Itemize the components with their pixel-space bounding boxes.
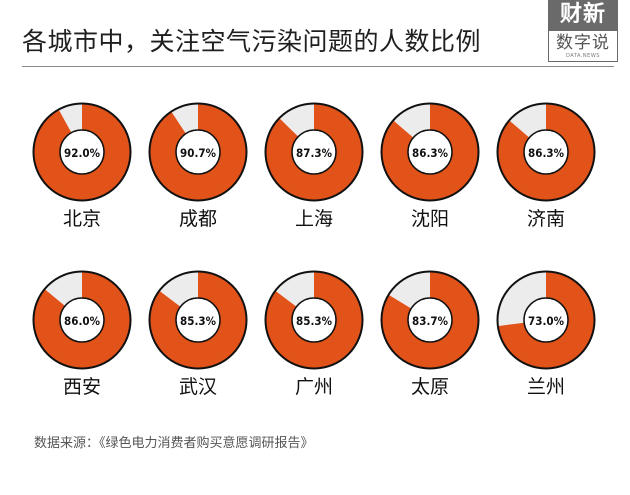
title-divider: [22, 66, 614, 67]
city-3-value-label: 87.3%: [296, 146, 333, 160]
city-4-hole: [407, 129, 453, 175]
city-3-hole: [291, 129, 337, 175]
chart-title: 各城市中，关注空气污染问题的人数比例: [22, 27, 482, 56]
city-6-city-label: 西安: [63, 376, 101, 398]
city-5-hole: [523, 129, 569, 175]
source-note: 数据来源：《绿色电力消费者购买意愿调研报告》: [34, 436, 314, 451]
city-10-hole: [523, 297, 569, 343]
city-2-outline: [148, 102, 248, 202]
city-1-outline: [32, 102, 132, 202]
city-2-hole: [175, 129, 221, 175]
city-8-outline: [264, 270, 364, 370]
city-9-value-label: 83.7%: [412, 314, 449, 328]
city-4-value-label: 86.3%: [412, 146, 449, 160]
city-6-outline: [32, 270, 132, 370]
city-4-outline: [380, 102, 480, 202]
city-6-value-label: 86.0%: [64, 314, 101, 328]
city-7-city-label: 武汉: [179, 376, 217, 398]
city-8-hole: [291, 297, 337, 343]
city-9-outline: [380, 270, 480, 370]
city-3-outline: [264, 102, 364, 202]
city-10-outline: [496, 270, 596, 370]
logo-bottom-box: 数字说 DATA.NEWS: [548, 30, 618, 62]
city-2-city-label: 成都: [179, 208, 217, 230]
city-8-value-label: 85.3%: [296, 314, 333, 328]
city-1-hole: [59, 129, 105, 175]
city-10-city-label: 兰州: [527, 376, 565, 398]
city-5-outline: [496, 102, 596, 202]
city-5-value-label: 86.3%: [528, 146, 565, 160]
city-7-value-label: 85.3%: [180, 314, 217, 328]
city-4-city-label: 沈阳: [411, 208, 449, 230]
city-10-value-label: 73.0%: [528, 314, 565, 328]
city-8-city-label: 广州: [295, 376, 333, 398]
logo-top-text: 财新: [548, 0, 618, 30]
logo-middle-text: 数字说: [556, 33, 610, 53]
city-9-hole: [407, 297, 453, 343]
city-2-value-label: 90.7%: [180, 146, 217, 160]
logo-sub-text: DATA.NEWS: [566, 53, 600, 59]
city-7-outline: [148, 270, 248, 370]
city-5-city-label: 济南: [527, 208, 565, 230]
city-1-city-label: 北京: [63, 208, 101, 230]
city-9-city-label: 太原: [411, 376, 449, 398]
city-7-hole: [175, 297, 221, 343]
brand-logo: 财新 数字说 DATA.NEWS: [548, 0, 618, 66]
city-3-city-label: 上海: [295, 208, 333, 230]
city-1-value-label: 92.0%: [64, 146, 101, 160]
city-6-hole: [59, 297, 105, 343]
